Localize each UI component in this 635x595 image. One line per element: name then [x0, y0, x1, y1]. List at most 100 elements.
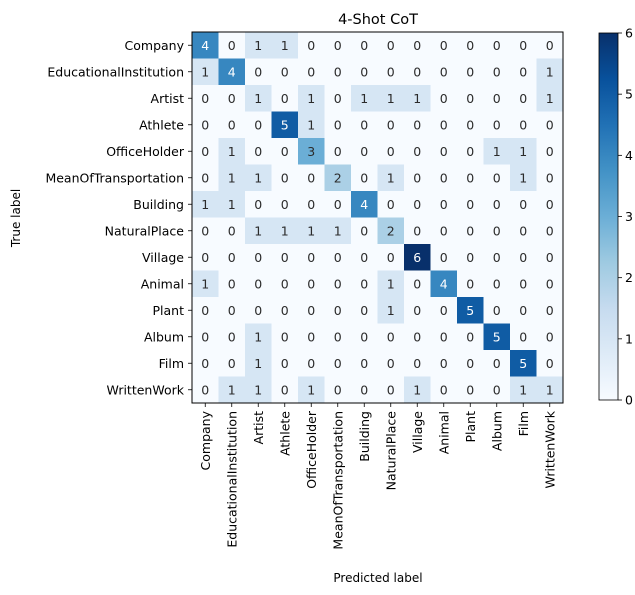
matrix-cell [218, 217, 246, 245]
cell-value: 0 [493, 276, 501, 291]
cell-value: 0 [413, 144, 421, 159]
cell-value: 5 [519, 356, 527, 371]
matrix-cell [271, 270, 299, 298]
cell-value: 0 [281, 197, 289, 212]
cell-value: 0 [493, 250, 501, 265]
matrix-cell [430, 323, 458, 351]
y-tick-label: Athlete [139, 117, 184, 132]
cell-value: 1 [254, 356, 262, 371]
matrix-cell [298, 85, 325, 112]
y-tick-label: OfficeHolder [106, 144, 185, 159]
cell-value: 0 [334, 197, 342, 212]
y-tick-label: Album [144, 329, 184, 344]
cell-value: 1 [546, 91, 554, 106]
matrix-cell [324, 270, 352, 298]
cell-value: 1 [413, 382, 421, 397]
matrix-cell [377, 244, 405, 271]
cell-value: 0 [546, 170, 554, 185]
matrix-cell [483, 191, 511, 218]
y-tick-label: Plant [153, 303, 185, 318]
cell-value: 0 [466, 329, 474, 344]
cell-value: 0 [334, 117, 342, 132]
cell-value: 0 [228, 38, 236, 53]
matrix-cell [457, 376, 484, 404]
cell-value: 0 [281, 64, 289, 79]
cell-value: 0 [360, 170, 368, 185]
x-tick-label: Film [516, 411, 531, 436]
matrix-cell [351, 111, 378, 139]
matrix-cell [298, 164, 325, 192]
cell-value: 0 [413, 117, 421, 132]
x-tick-label: Village [410, 411, 425, 453]
matrix-cell [377, 217, 405, 245]
cell-value: 0 [466, 382, 474, 397]
cell-value: 0 [360, 144, 368, 159]
matrix-cell [510, 376, 537, 404]
y-axis-label: True label [9, 189, 23, 248]
cell-value: 0 [281, 170, 289, 185]
cell-value: 0 [519, 223, 527, 238]
matrix-cell [430, 164, 458, 192]
cell-value: 0 [519, 197, 527, 212]
cell-value: 0 [334, 382, 342, 397]
matrix-cell [351, 138, 378, 165]
matrix-cell [377, 85, 405, 112]
matrix-cell [324, 350, 352, 377]
cell-value: 0 [493, 38, 501, 53]
matrix-cell [483, 32, 511, 59]
cell-value: 0 [493, 64, 501, 79]
cell-value: 1 [387, 303, 395, 318]
cell-value: 0 [519, 38, 527, 53]
matrix-cell [192, 58, 219, 86]
cell-value: 3 [307, 144, 315, 159]
cell-value: 0 [440, 91, 448, 106]
matrix-cell [536, 270, 564, 298]
cell-value: 0 [413, 276, 421, 291]
matrix-cell [457, 297, 484, 324]
matrix-cell [324, 58, 352, 86]
matrix-cell [404, 191, 431, 218]
cell-value: 0 [334, 64, 342, 79]
matrix-cell [192, 350, 219, 377]
matrix-cell [324, 111, 352, 139]
matrix-cell [510, 191, 537, 218]
cell-value: 1 [387, 170, 395, 185]
matrix-cell [404, 323, 431, 351]
matrix-cell [324, 138, 352, 165]
matrix-cell [483, 376, 511, 404]
cell-value: 0 [254, 144, 262, 159]
matrix-cell [430, 111, 458, 139]
matrix-cell [271, 58, 299, 86]
colorbar-tick-label: 1 [625, 331, 633, 346]
matrix-cell [245, 376, 272, 404]
cell-value: 1 [413, 91, 421, 106]
cell-value: 0 [546, 329, 554, 344]
matrix-cell [324, 244, 352, 271]
cell-value: 0 [254, 197, 262, 212]
cell-value: 0 [493, 356, 501, 371]
matrix-cell [457, 138, 484, 165]
matrix-cell [351, 297, 378, 324]
cell-value: 0 [546, 223, 554, 238]
matrix-cell [218, 138, 246, 165]
matrix-cell [536, 217, 564, 245]
matrix-cell [192, 376, 219, 404]
cell-value: 0 [307, 250, 315, 265]
cell-value: 0 [440, 303, 448, 318]
cell-value: 0 [440, 329, 448, 344]
cell-value: 1 [519, 144, 527, 159]
cell-value: 0 [281, 250, 289, 265]
matrix-cell [351, 191, 378, 218]
matrix-cell [245, 217, 272, 245]
matrix-cell [377, 191, 405, 218]
matrix-cell [483, 244, 511, 271]
cell-value: 4 [440, 276, 448, 291]
matrix-cell [510, 297, 537, 324]
matrix-cell [510, 58, 537, 86]
cell-value: 0 [360, 382, 368, 397]
cell-value: 0 [360, 250, 368, 265]
matrix-cell [483, 217, 511, 245]
cell-value: 0 [546, 197, 554, 212]
cell-value: 0 [519, 303, 527, 318]
cell-value: 1 [228, 197, 236, 212]
